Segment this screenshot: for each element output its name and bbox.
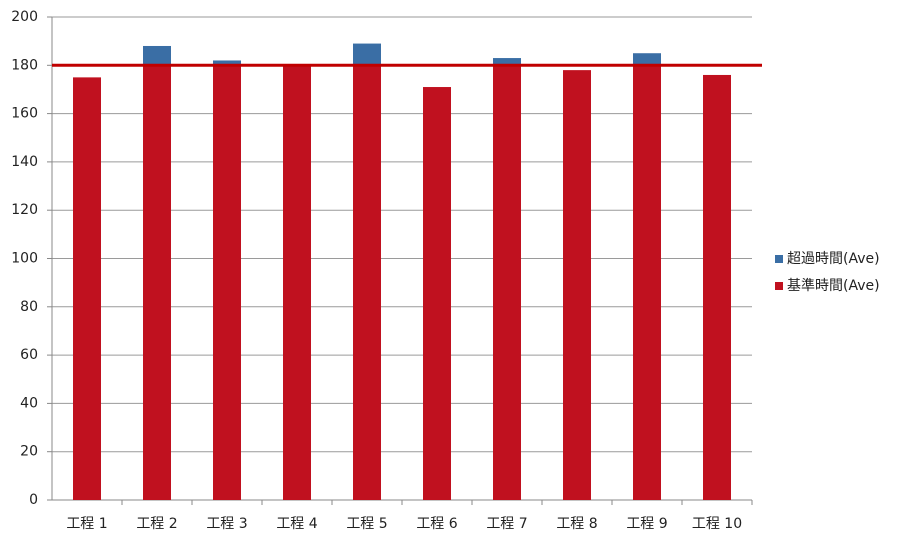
legend-label: 基準時間(Ave) xyxy=(787,277,880,294)
y-tick-label: 0 xyxy=(29,492,38,508)
y-tick-label: 60 xyxy=(20,347,38,363)
y-tick-label: 180 xyxy=(11,57,38,73)
bar xyxy=(283,65,311,501)
x-tick-label: 工程 5 xyxy=(346,516,387,532)
legend-swatch xyxy=(775,255,783,263)
legend-swatch xyxy=(775,282,783,290)
y-tick-label: 20 xyxy=(20,444,38,460)
y-tick-label: 40 xyxy=(20,395,38,411)
bar xyxy=(633,65,661,501)
bar xyxy=(73,77,101,500)
bar xyxy=(143,65,171,501)
x-tick-label: 工程 3 xyxy=(206,516,247,532)
y-tick-label: 80 xyxy=(20,299,38,315)
bar xyxy=(143,45,171,66)
x-tick-label: 工程 9 xyxy=(626,516,667,532)
bar xyxy=(703,74,731,501)
x-tick-label: 工程 7 xyxy=(486,516,527,532)
x-tick-label: 工程 8 xyxy=(556,516,597,532)
bar xyxy=(493,58,521,66)
bar xyxy=(353,43,381,66)
y-tick-label: 160 xyxy=(11,106,38,122)
x-tick-label: 工程 4 xyxy=(276,516,317,532)
bar xyxy=(213,65,241,501)
y-tick-label: 120 xyxy=(11,202,38,218)
bar xyxy=(353,65,381,501)
y-tick-label: 140 xyxy=(11,154,38,170)
x-tick-label: 工程 1 xyxy=(66,516,107,532)
bar xyxy=(423,87,451,500)
x-tick-label: 工程 10 xyxy=(692,516,742,532)
bar xyxy=(493,65,521,501)
x-tick-label: 工程 6 xyxy=(416,516,457,532)
legend-label: 超過時間(Ave) xyxy=(787,251,880,267)
x-tick-label: 工程 2 xyxy=(136,516,177,532)
y-tick-label: 200 xyxy=(11,9,38,25)
bar xyxy=(633,53,661,66)
bar xyxy=(563,70,591,500)
bar xyxy=(213,60,241,66)
y-tick-label: 100 xyxy=(11,251,38,267)
